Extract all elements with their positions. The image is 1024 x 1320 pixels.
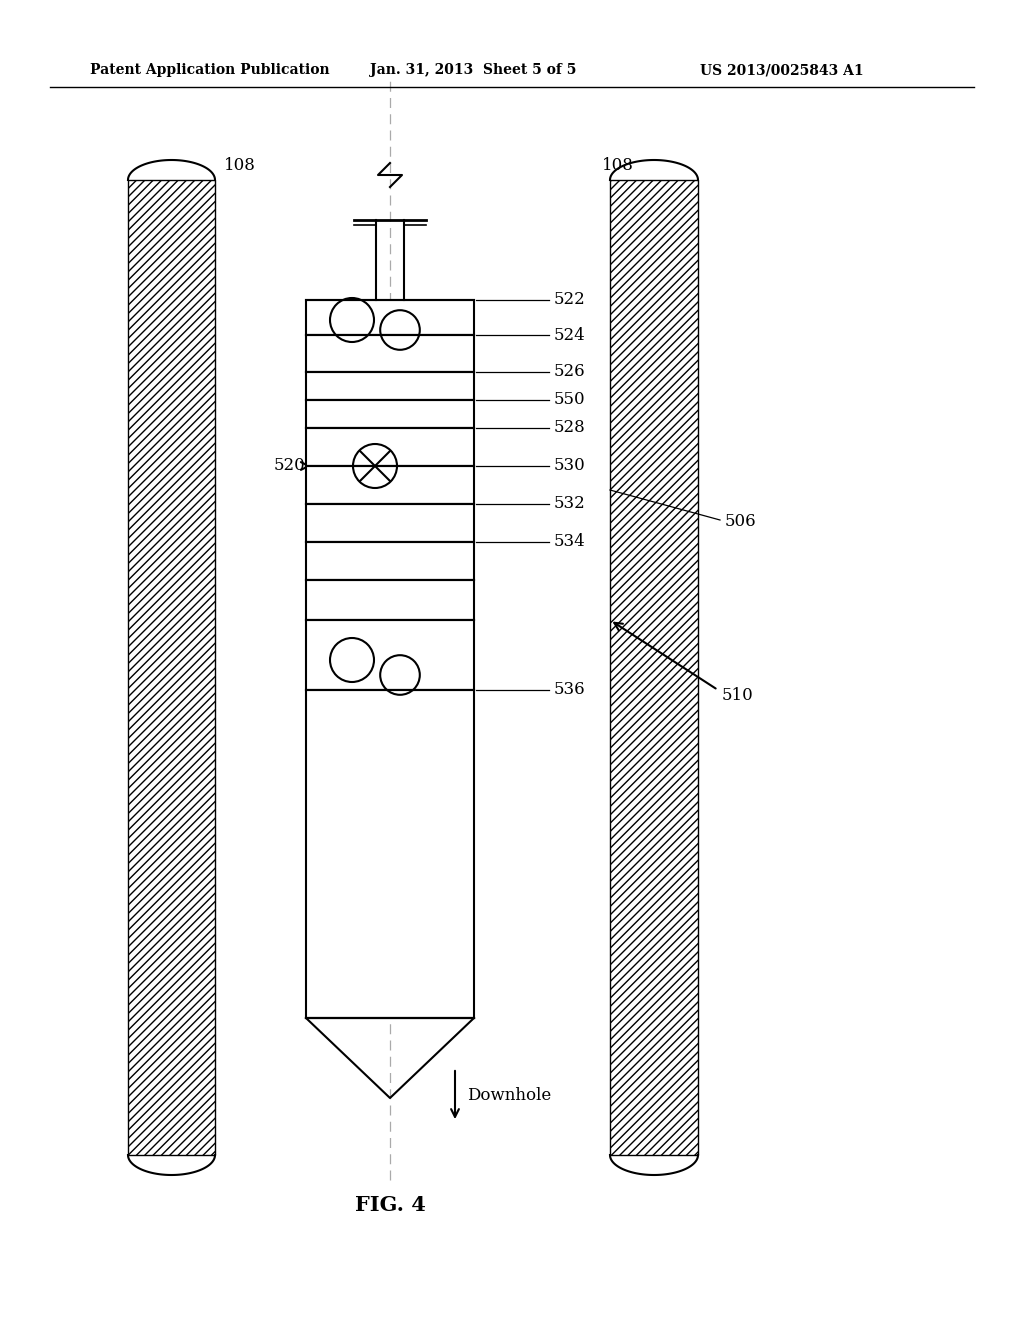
Text: 510: 510 [722,686,754,704]
Text: 532: 532 [554,495,586,512]
Bar [306,579,474,620]
Bar [306,428,474,466]
Bar [306,504,474,543]
Bar [306,372,474,400]
Bar [306,300,474,335]
Bar [306,466,474,504]
Text: 522: 522 [554,292,586,309]
Bar [128,180,215,1155]
Bar [306,543,474,579]
Text: Downhole: Downhole [467,1086,551,1104]
Text: 108: 108 [224,157,256,173]
Text: 534: 534 [554,533,586,550]
Text: 520: 520 [273,458,305,474]
Text: 524: 524 [554,326,586,343]
Bar [306,620,474,690]
Text: FIG. 4: FIG. 4 [354,1195,425,1214]
Text: 108: 108 [602,157,634,173]
Text: 526: 526 [554,363,586,380]
Text: 536: 536 [554,681,586,698]
Text: US 2013/0025843 A1: US 2013/0025843 A1 [700,63,863,77]
Bar [306,400,474,428]
Text: 530: 530 [554,458,586,474]
Bar [306,690,474,1018]
Bar [610,180,698,1155]
Text: 506: 506 [725,513,757,531]
Text: 550: 550 [554,392,586,408]
Bar [306,335,474,372]
Text: Patent Application Publication: Patent Application Publication [90,63,330,77]
Text: Jan. 31, 2013  Sheet 5 of 5: Jan. 31, 2013 Sheet 5 of 5 [370,63,577,77]
Text: 528: 528 [554,420,586,437]
